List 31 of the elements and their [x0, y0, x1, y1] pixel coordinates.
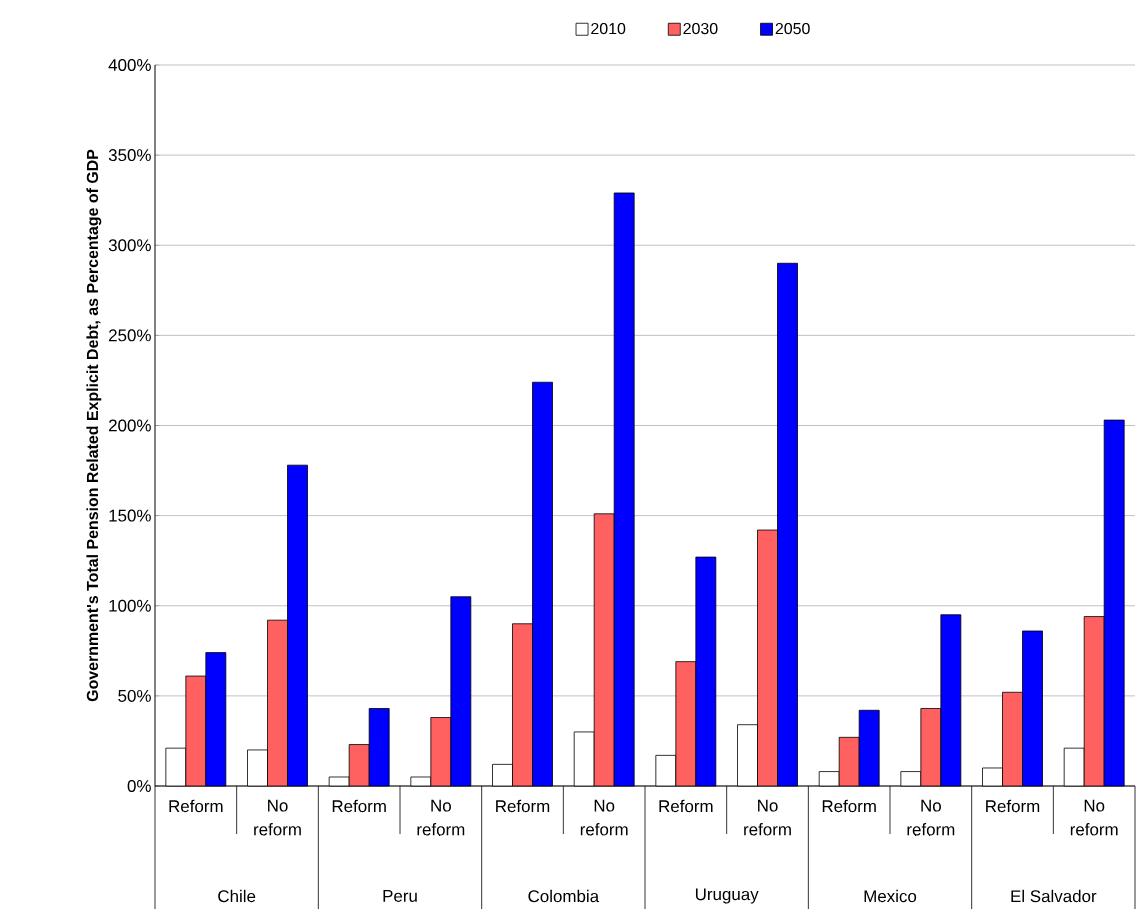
- y-tick-label: 150%: [109, 509, 151, 522]
- x-tick-label: No reform: [744, 799, 791, 836]
- x-tick-label: Reform: [496, 799, 550, 813]
- y-axis-title: Government's Total Pension Related Explicit Debt, as Percentage of GDP: [86, 149, 102, 702]
- legend-label: 2030: [683, 22, 718, 35]
- text: Mexico: [864, 889, 917, 903]
- y-tick-label: 50%: [118, 689, 151, 702]
- x-tick-label: Reform: [986, 799, 1040, 813]
- y-tick-label: 200%: [109, 419, 151, 432]
- legend-label: 2050: [775, 22, 810, 35]
- legend-label: 2010: [591, 22, 626, 35]
- text: El Salvador: [1011, 889, 1097, 903]
- text: Chile: [218, 889, 256, 903]
- y-tick-label: 100%: [109, 599, 151, 612]
- y-tick-label: 300%: [108, 239, 151, 252]
- y-tick-label: 0%: [127, 780, 151, 792]
- x-tick-label: Reform: [659, 799, 713, 813]
- x-tick-label: Reform: [169, 799, 223, 813]
- x-tick-label: No reform: [417, 799, 465, 836]
- text: Colombia: [528, 889, 600, 903]
- x-tick-label: No reform: [254, 799, 301, 836]
- x-tick-label: No reform: [907, 799, 955, 836]
- x-tick-label: No reform: [1070, 799, 1118, 836]
- x-tick-label: Reform: [332, 799, 386, 813]
- y-tick-label: 400%: [108, 59, 151, 71]
- x-tick-label: Reform: [822, 799, 876, 813]
- y-tick-label: 350%: [108, 149, 151, 162]
- text: Peru: [383, 890, 417, 902]
- y-tick-label: 250%: [109, 329, 151, 342]
- x-tick-label: No reform: [580, 799, 628, 836]
- text: Uruguay: [695, 888, 759, 904]
